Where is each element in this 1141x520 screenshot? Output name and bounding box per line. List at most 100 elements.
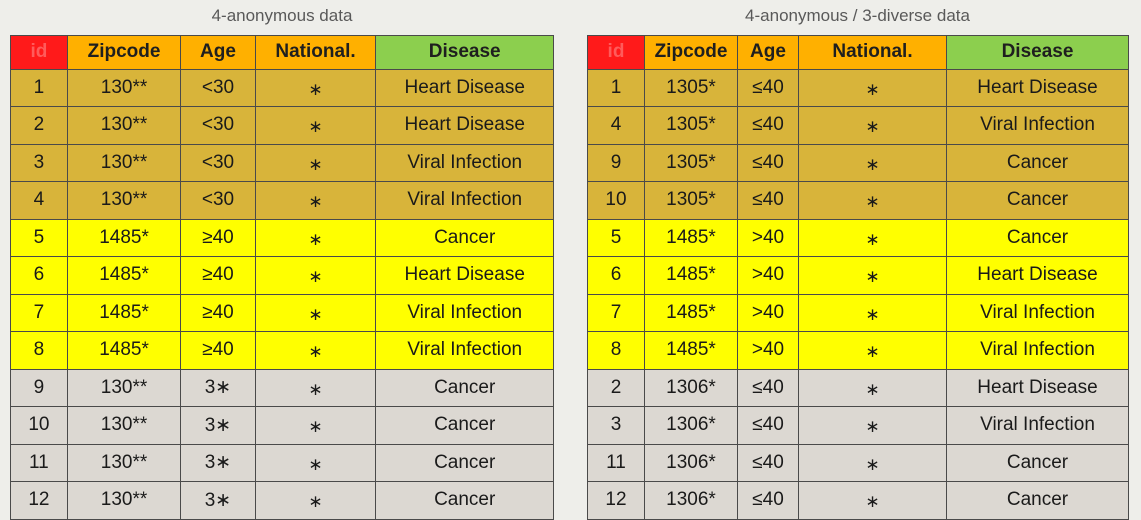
table-header-row: id Zipcode Age National. Disease bbox=[588, 36, 1129, 70]
cell-nationality: ∗ bbox=[255, 257, 376, 295]
cell-zipcode: 1485* bbox=[645, 294, 738, 332]
cell-zipcode: 130** bbox=[67, 369, 181, 407]
cell-age: >40 bbox=[738, 294, 799, 332]
cell-zipcode: 1485* bbox=[645, 332, 738, 370]
cell-id: 3 bbox=[11, 144, 68, 182]
cell-id: 3 bbox=[588, 407, 645, 445]
cell-zipcode: 1306* bbox=[645, 407, 738, 445]
cell-disease: Heart Disease bbox=[947, 369, 1129, 407]
cell-nationality: ∗ bbox=[799, 69, 947, 107]
cell-nationality: ∗ bbox=[799, 257, 947, 295]
table-row: 5 1485* >40 ∗ Cancer bbox=[588, 219, 1129, 257]
table-row: 12 130** 3∗ ∗ Cancer bbox=[11, 482, 554, 520]
cell-id: 10 bbox=[11, 407, 68, 445]
cell-age: 3∗ bbox=[181, 482, 255, 520]
cell-id: 4 bbox=[588, 107, 645, 145]
cell-zipcode: 1305* bbox=[645, 182, 738, 220]
cell-disease: Cancer bbox=[376, 407, 554, 445]
cell-nationality: ∗ bbox=[799, 407, 947, 445]
cell-age: ≤40 bbox=[738, 69, 799, 107]
table-row: 9 130** 3∗ ∗ Cancer bbox=[11, 369, 554, 407]
cell-nationality: ∗ bbox=[799, 107, 947, 145]
table-row: 2 1306* ≤40 ∗ Heart Disease bbox=[588, 369, 1129, 407]
cell-nationality: ∗ bbox=[799, 369, 947, 407]
cell-id: 12 bbox=[11, 482, 68, 520]
cell-disease: Viral Infection bbox=[376, 294, 554, 332]
cell-nationality: ∗ bbox=[255, 182, 376, 220]
cell-zipcode: 1485* bbox=[67, 294, 181, 332]
cell-disease: Cancer bbox=[947, 219, 1129, 257]
table-row: 12 1306* ≤40 ∗ Cancer bbox=[588, 482, 1129, 520]
column-header-zipcode: Zipcode bbox=[67, 36, 181, 70]
table-row: 3 130** <30 ∗ Viral Infection bbox=[11, 144, 554, 182]
table-row: 11 1306* ≤40 ∗ Cancer bbox=[588, 444, 1129, 482]
column-header-nationality: National. bbox=[255, 36, 376, 70]
cell-zipcode: 130** bbox=[67, 444, 181, 482]
cell-zipcode: 130** bbox=[67, 482, 181, 520]
cell-id: 10 bbox=[588, 182, 645, 220]
right-table: id Zipcode Age National. Disease 1 1305* ≤… bbox=[587, 35, 1129, 520]
table-row: 7 1485* ≥40 ∗ Viral Infection bbox=[11, 294, 554, 332]
cell-age: ≥40 bbox=[181, 294, 255, 332]
cell-id: 1 bbox=[588, 69, 645, 107]
cell-id: 9 bbox=[11, 369, 68, 407]
cell-zipcode: 1305* bbox=[645, 107, 738, 145]
cell-zipcode: 1306* bbox=[645, 369, 738, 407]
cell-age: ≤40 bbox=[738, 482, 799, 520]
cell-disease: Viral Infection bbox=[376, 182, 554, 220]
cell-zipcode: 1485* bbox=[645, 219, 738, 257]
cell-id: 5 bbox=[11, 219, 68, 257]
table-row: 9 1305* ≤40 ∗ Cancer bbox=[588, 144, 1129, 182]
cell-age: ≥40 bbox=[181, 257, 255, 295]
cell-zipcode: 130** bbox=[67, 69, 181, 107]
cell-age: ≤40 bbox=[738, 444, 799, 482]
cell-nationality: ∗ bbox=[255, 407, 376, 445]
cell-age: <30 bbox=[181, 107, 255, 145]
cell-zipcode: 1485* bbox=[67, 332, 181, 370]
cell-nationality: ∗ bbox=[255, 482, 376, 520]
cell-nationality: ∗ bbox=[255, 219, 376, 257]
cell-nationality: ∗ bbox=[255, 332, 376, 370]
cell-id: 5 bbox=[588, 219, 645, 257]
table-row: 2 130** <30 ∗ Heart Disease bbox=[11, 107, 554, 145]
cell-zipcode: 130** bbox=[67, 107, 181, 145]
cell-disease: Heart Disease bbox=[376, 257, 554, 295]
cell-disease: Cancer bbox=[376, 219, 554, 257]
cell-nationality: ∗ bbox=[255, 144, 376, 182]
column-header-age: Age bbox=[738, 36, 799, 70]
cell-disease: Viral Infection bbox=[376, 332, 554, 370]
cell-disease: Heart Disease bbox=[947, 69, 1129, 107]
table-row: 4 1305* ≤40 ∗ Viral Infection bbox=[588, 107, 1129, 145]
table-header-row: id Zipcode Age National. Disease bbox=[11, 36, 554, 70]
cell-age: ≤40 bbox=[738, 144, 799, 182]
cell-id: 2 bbox=[588, 369, 645, 407]
cell-disease: Heart Disease bbox=[376, 107, 554, 145]
cell-id: 7 bbox=[588, 294, 645, 332]
cell-age: ≤40 bbox=[738, 407, 799, 445]
cell-age: ≤40 bbox=[738, 369, 799, 407]
cell-zipcode: 1306* bbox=[645, 444, 738, 482]
right-table-body: 1 1305* ≤40 ∗ Heart Disease 4 1305* ≤40 ∗ Viral I… bbox=[588, 69, 1129, 519]
table-row: 5 1485* ≥40 ∗ Cancer bbox=[11, 219, 554, 257]
cell-id: 6 bbox=[11, 257, 68, 295]
cell-zipcode: 1485* bbox=[67, 219, 181, 257]
cell-zipcode: 1305* bbox=[645, 144, 738, 182]
cell-disease: Cancer bbox=[947, 182, 1129, 220]
cell-zipcode: 130** bbox=[67, 182, 181, 220]
cell-disease: Cancer bbox=[376, 369, 554, 407]
cell-zipcode: 130** bbox=[67, 407, 181, 445]
cell-nationality: ∗ bbox=[799, 144, 947, 182]
table-row: 10 1305* ≤40 ∗ Cancer bbox=[588, 182, 1129, 220]
cell-zipcode: 1485* bbox=[645, 257, 738, 295]
column-header-id: id bbox=[11, 36, 68, 70]
cell-disease: Cancer bbox=[947, 444, 1129, 482]
column-header-disease: Disease bbox=[376, 36, 554, 70]
column-header-id: id bbox=[588, 36, 645, 70]
cell-nationality: ∗ bbox=[255, 69, 376, 107]
cell-age: ≥40 bbox=[181, 332, 255, 370]
cell-disease: Heart Disease bbox=[947, 257, 1129, 295]
column-header-disease: Disease bbox=[947, 36, 1129, 70]
table-row: 6 1485* >40 ∗ Heart Disease bbox=[588, 257, 1129, 295]
cell-id: 12 bbox=[588, 482, 645, 520]
cell-zipcode: 130** bbox=[67, 144, 181, 182]
